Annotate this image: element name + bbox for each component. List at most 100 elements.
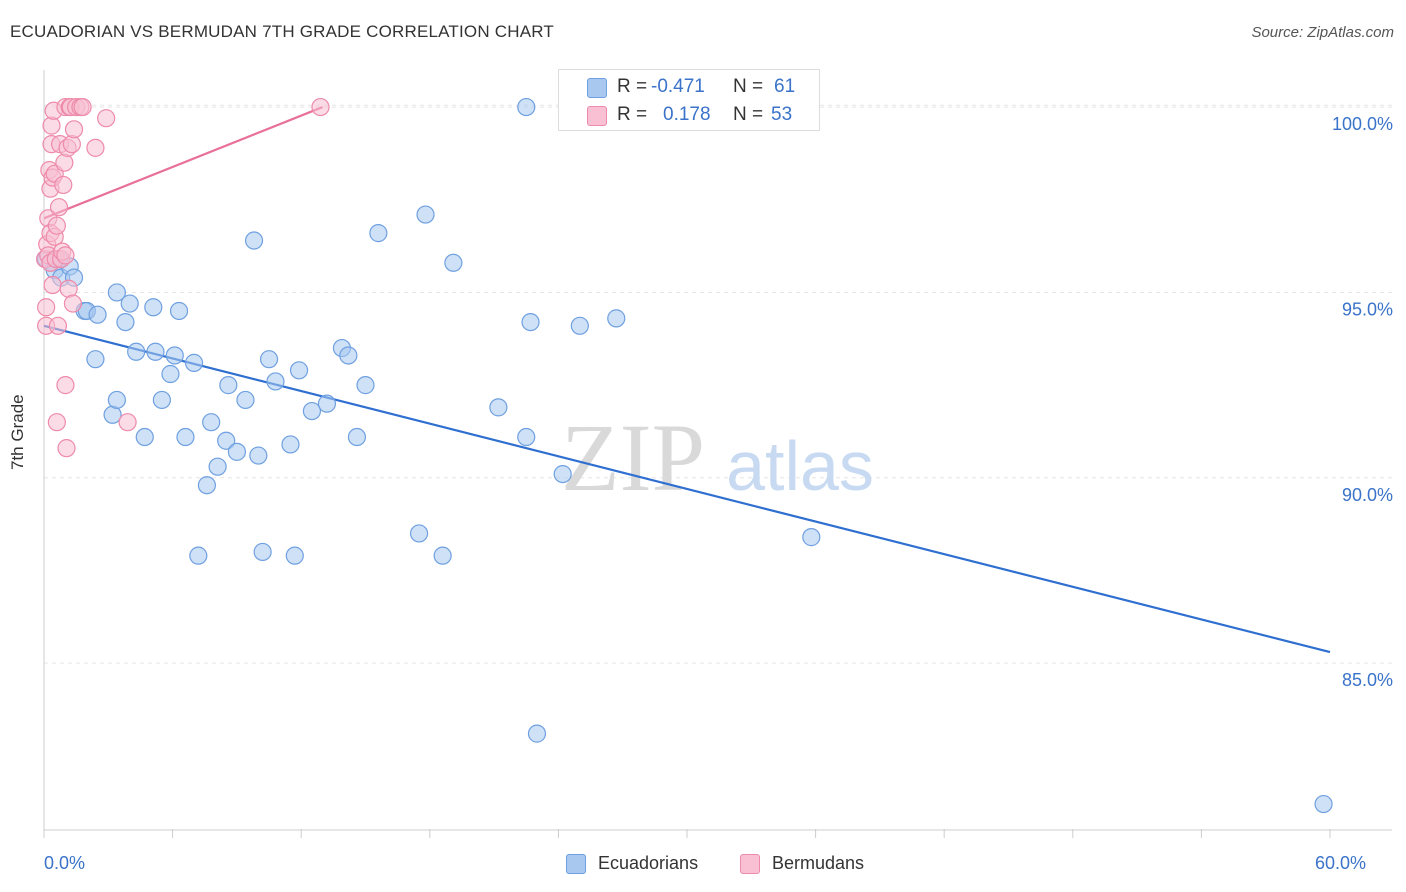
ecuadorian-point — [607, 309, 626, 328]
ecuadorian-point — [317, 394, 337, 413]
ecuadorian-point — [202, 413, 221, 432]
ecuadorian-point — [146, 342, 165, 361]
chart-source: Source: ZipAtlas.com — [1251, 24, 1394, 41]
bermudan-point — [48, 316, 68, 335]
bermudan-point — [62, 135, 81, 154]
ecuadorians-legend-swatch-icon — [566, 854, 586, 874]
ecuadorian-point — [120, 294, 139, 313]
y-tick-label: 95.0% — [1342, 299, 1393, 319]
bermudan-point — [49, 198, 69, 217]
ecuadorian-point — [127, 342, 146, 361]
bermudan-point — [97, 109, 116, 128]
bermudan-point — [55, 153, 74, 172]
ecuadorian-point — [135, 427, 154, 447]
ecuadorian-point — [116, 312, 135, 332]
y-tick-label: 85.0% — [1342, 670, 1393, 690]
bermudan-point — [311, 97, 330, 117]
y-axis-label: 7th Grade — [8, 394, 27, 470]
n-value: 53 — [771, 104, 793, 125]
r-label: R = — [617, 76, 648, 97]
legend-label: Bermudans — [772, 853, 865, 873]
ecuadorian-point — [184, 353, 204, 372]
stats-row-bermudans: R = 0.178 N = 53 — [559, 101, 819, 129]
ecuadorian-point — [266, 372, 285, 391]
gridlines — [44, 104, 1392, 664]
ecuadorian-point — [281, 435, 300, 454]
bermudans-trend-line — [43, 106, 324, 220]
ecuadorian-point — [236, 390, 255, 410]
n-label: N = — [733, 104, 764, 125]
x-tick-label: 0.0% — [44, 853, 85, 873]
n-label: N = — [733, 76, 764, 97]
ecuadorian-point — [152, 390, 171, 410]
ecuadorian-point — [253, 542, 272, 562]
ecuadorian-point — [570, 316, 589, 335]
ecuadorian-point — [289, 361, 309, 380]
bermudan-point — [118, 413, 137, 432]
tick-labels: 100.0% 95.0% 90.0% 85.0% 0.0% 60.0% — [44, 114, 1393, 873]
bermudan-point — [37, 298, 56, 317]
ecuadorian-point — [197, 476, 216, 495]
bermudan-point — [63, 294, 83, 313]
watermark-atlas: atlas — [726, 427, 874, 505]
ecuadorian-point — [802, 528, 821, 547]
ecuadorian-point — [161, 364, 180, 384]
ecuadorian-point — [444, 253, 463, 272]
ecuadorian-point — [169, 301, 189, 321]
ecuadorian-point — [227, 442, 246, 461]
ecuadorian-point — [521, 312, 540, 332]
ecuadorian-point — [107, 283, 126, 302]
bermudan-point — [56, 376, 75, 395]
watermark-zip: ZIP — [561, 404, 705, 511]
bermudan-point — [47, 216, 66, 235]
ecuadorian-point — [285, 546, 304, 565]
ecuadorian-point — [144, 298, 163, 317]
n-value: 61 — [774, 76, 796, 97]
ecuadorian-point — [356, 376, 375, 395]
bermudan-point — [56, 246, 75, 265]
ecuadorian-point — [249, 446, 268, 465]
legend-label: Ecuadorians — [598, 853, 699, 873]
ecuadorian-point — [433, 546, 452, 565]
bermudan-point — [42, 116, 61, 135]
trend-lines — [43, 106, 1331, 654]
ecuadorians-swatch-icon — [587, 78, 607, 98]
ecuadorian-point — [302, 401, 322, 421]
ecuadorian-point — [517, 97, 536, 117]
bermudan-point — [64, 120, 84, 139]
ecuadorian-point — [217, 431, 236, 450]
ecuadorian-point — [208, 457, 227, 476]
bermudan-point — [54, 175, 73, 195]
stats-box: R = -0.471 N = 61 R = 0.178 N = 53 — [558, 69, 820, 131]
y-tick-label: 100.0% — [1332, 114, 1393, 134]
stats-row-ecuadorians: R = -0.471 N = 61 — [559, 73, 819, 101]
data-points — [35, 97, 1333, 814]
ecuadorian-point — [409, 524, 429, 543]
ecuadorian-point — [339, 346, 358, 365]
r-label: R = — [617, 104, 648, 125]
ecuadorian-point — [369, 224, 388, 243]
ecuadorian-point — [347, 427, 367, 447]
chart-title: ECUADORIAN VS BERMUDAN 7TH GRADE CORRELA… — [10, 22, 554, 41]
ecuadorian-point — [259, 350, 279, 369]
ecuadorian-point — [176, 427, 195, 447]
bermudan-point — [86, 138, 105, 157]
bermudan-point — [57, 439, 76, 458]
ecuadorian-point — [527, 724, 547, 743]
ecuadorian-point — [86, 350, 105, 369]
ecuadorians-trend-line — [43, 324, 1331, 654]
y-tick-label: 90.0% — [1342, 485, 1393, 505]
ecuadorian-point — [107, 390, 126, 410]
ecuadorian-point — [489, 398, 508, 417]
ecuadorian-point — [244, 231, 264, 250]
axes — [43, 70, 1392, 838]
ecuadorian-point — [165, 346, 184, 365]
ecuadorian-point — [219, 376, 238, 395]
bermudans-legend-swatch-icon — [740, 854, 760, 874]
r-value: 0.178 — [663, 104, 711, 125]
bermudan-point — [73, 97, 92, 117]
ecuadorian-point — [88, 305, 107, 324]
bermudan-point — [47, 413, 66, 432]
ecuadorian-point — [553, 464, 572, 484]
